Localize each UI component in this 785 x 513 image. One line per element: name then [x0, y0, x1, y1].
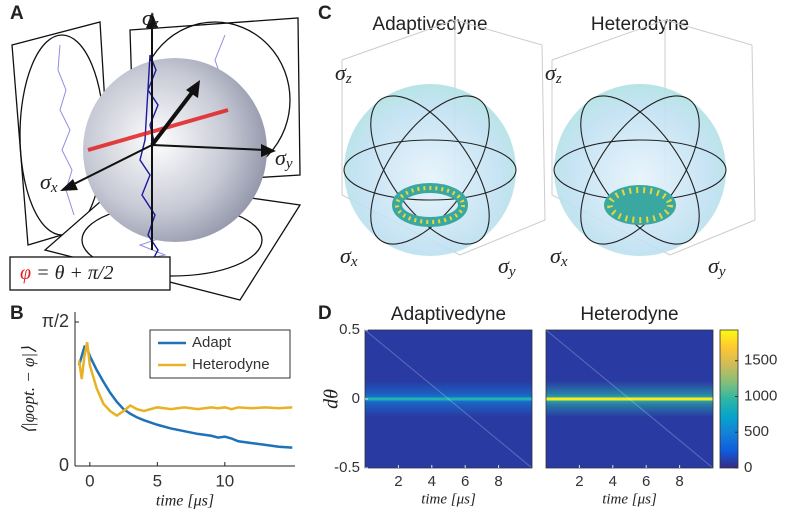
bloch-sphere: [83, 58, 267, 242]
bloch-sphere: [554, 84, 726, 256]
x-axis-label: time [μs]: [156, 493, 214, 510]
axis-label: σx: [40, 169, 58, 196]
bloch-sphere: [344, 84, 516, 256]
formula-rest: = θ + π/2: [31, 262, 113, 284]
diagonal-artifact: [364, 329, 533, 469]
symbol: σ: [40, 169, 52, 194]
heatmap-title: Heterodyne: [580, 304, 678, 325]
band-peak: [546, 397, 713, 401]
colorbar-tick-label: 1000: [744, 387, 777, 404]
subscript: z: [555, 71, 562, 87]
x-tick-label: 2: [394, 473, 402, 490]
x-axis-label: time [μs]: [421, 491, 476, 507]
subscript: x: [350, 254, 358, 270]
y-axis-label: ⟨|φopt. − φ|⟩: [19, 346, 38, 434]
x-tick-label: 8: [675, 473, 683, 490]
axis-label: σx: [340, 243, 358, 270]
symbol: σ: [545, 60, 557, 85]
diagonal-artifact: [545, 329, 714, 469]
x-tick-label: 6: [461, 473, 469, 490]
formula-box: [9, 256, 171, 291]
panel-label: A: [10, 3, 24, 24]
subscript: y: [507, 264, 516, 280]
arrow-head: [186, 80, 200, 98]
x-tick-label: 4: [428, 473, 436, 490]
colorbar: [719, 329, 739, 469]
panel-a: [9, 12, 302, 301]
y-axis: [151, 144, 266, 151]
y-tick-label: 0: [59, 455, 69, 475]
heatmap-title: Adaptivedyne: [391, 304, 506, 325]
x-axis: [69, 144, 153, 187]
symbol: σ: [498, 253, 510, 278]
formula: φ = θ + π/2: [20, 262, 113, 284]
symbol: σ: [550, 243, 562, 268]
sphere-title: Adaptivedyne: [372, 14, 487, 35]
band-peak: [365, 397, 532, 401]
x-tick-label: 2: [575, 473, 583, 490]
state-distribution: [395, 186, 465, 224]
subscript: y: [717, 264, 726, 280]
axis-label: σz: [545, 60, 562, 87]
x-tick-label: 10: [215, 471, 234, 490]
y-axis-label: dθ: [321, 389, 343, 409]
x-tick-label: 5: [153, 471, 162, 490]
great-circle: [370, 95, 490, 245]
symbol: σ: [142, 5, 154, 30]
y-tick-label: 0.5: [339, 321, 360, 338]
subscript: z: [345, 71, 352, 87]
trace-projection: [57, 44, 75, 216]
subscript: z: [152, 16, 159, 32]
panel-label: C: [318, 3, 332, 24]
x-tick-label: 8: [494, 473, 502, 490]
x-axis-label: time [μs]: [602, 491, 657, 507]
x-tick-label: 4: [609, 473, 617, 490]
subscript: y: [284, 156, 293, 172]
symbol: σ: [275, 145, 287, 170]
great-circle: [580, 95, 700, 245]
arrow-head: [60, 179, 78, 191]
heatmap-frame: [545, 329, 714, 469]
colorbar-tick-label: 0: [744, 459, 752, 476]
y-tick-label: 0: [352, 390, 360, 407]
state-distribution: [607, 187, 673, 223]
formula-phi: φ: [20, 262, 31, 284]
axis-label: σx: [550, 243, 568, 270]
subscript: x: [50, 180, 58, 196]
symbol: σ: [335, 60, 347, 85]
legend-label: Heterodyne: [192, 356, 270, 373]
x-tick-label: 6: [642, 473, 650, 490]
great-circle: [370, 95, 490, 245]
axis-label: σz: [335, 60, 352, 87]
legend-box: [149, 329, 291, 379]
symbol: σ: [340, 243, 352, 268]
arrow-head: [261, 144, 276, 157]
great-circle: [343, 139, 517, 201]
axis-label: σy: [275, 145, 293, 172]
colorbar-tick-label: 1500: [744, 352, 777, 369]
legend-label: Adapt: [192, 334, 232, 351]
symbol: σ: [708, 253, 720, 278]
subscript: x: [560, 254, 568, 270]
state-vector: [150, 88, 196, 147]
x-tick-label: 0: [85, 471, 94, 490]
axis-label: σz: [142, 5, 159, 32]
y-tick-label: π/2: [42, 311, 69, 331]
great-circle: [580, 95, 700, 245]
series-line: [77, 342, 293, 418]
sphere-title: Heterodyne: [591, 14, 689, 35]
axis-label: σy: [708, 253, 726, 280]
axis-label: σy: [498, 253, 516, 280]
panel-label: D: [318, 303, 332, 324]
y-tick-label: -0.5: [334, 459, 360, 476]
phase-axis: [87, 108, 229, 152]
colorbar-tick-label: 500: [744, 423, 769, 440]
series-line: [77, 344, 293, 449]
arrow-head: [146, 12, 158, 28]
panel-label: B: [10, 303, 24, 324]
